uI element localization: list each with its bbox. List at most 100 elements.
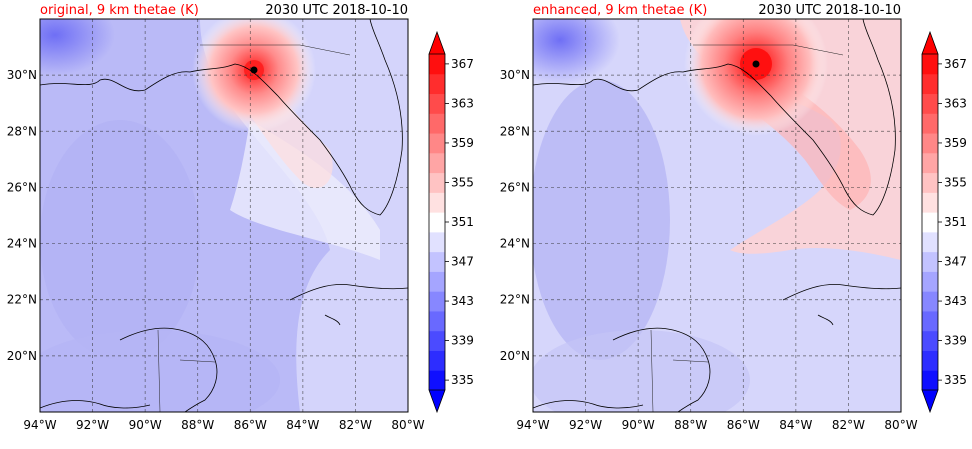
y-tick-label: 24°N <box>500 237 530 251</box>
y-tick-label: 30°N <box>7 68 37 82</box>
y-tick-label: 24°N <box>7 237 37 251</box>
panel-title-enhanced: enhanced, 9 km thetae (K) <box>533 3 707 18</box>
x-tick-label: 86°W <box>234 418 267 432</box>
colorbar-tick-label: 359 <box>944 136 967 150</box>
colorbar-segment <box>429 350 445 371</box>
y-tick-label: 20°N <box>500 349 530 363</box>
colorbar-segment <box>922 330 938 351</box>
y-tick-label: 30°N <box>500 68 530 82</box>
colorbar-segment <box>429 113 445 134</box>
colorbar-segment <box>922 350 938 371</box>
colorbar-extend-max <box>921 30 939 55</box>
colorbar-segment <box>922 212 938 233</box>
x-tick-labels-original: 94°W 92°W 90°W 88°W 86°W 84°W 82°W 80°W <box>23 418 424 432</box>
gridlines-enhanced <box>533 19 901 412</box>
x-tick-label: 86°W <box>727 418 760 432</box>
colorbar-segment <box>922 271 938 292</box>
colorbar-segment <box>922 133 938 154</box>
colorbar-segment <box>429 370 445 391</box>
colorbar-segment <box>429 54 445 75</box>
map-frame-enhanced <box>532 18 902 413</box>
panel-title-original: original, 9 km thetae (K) <box>40 3 199 18</box>
y-tick-labels-original: 20°N 22°N 24°N 26°N 28°N 30°N <box>7 68 37 363</box>
colorbar-segment <box>429 93 445 114</box>
x-tick-label: 88°W <box>674 418 707 432</box>
colorbar-tick-label: 355 <box>451 175 474 189</box>
colorbar-segment <box>922 54 938 75</box>
colorbar-tick-label: 343 <box>944 294 967 308</box>
thetae-field-enhanced <box>533 19 901 412</box>
colorbar-segment <box>429 271 445 292</box>
colorbar-tick-label: 367 <box>944 57 967 71</box>
colorbar-tick-label: 367 <box>451 57 474 71</box>
colorbar-segment <box>922 73 938 95</box>
colorbar-segment <box>429 231 445 253</box>
y-tick-label: 28°N <box>7 124 37 138</box>
colorbar-extend-min <box>921 389 939 414</box>
colorbar-tick-label: 355 <box>944 175 967 189</box>
colorbar-segment <box>429 133 445 154</box>
x-tick-label: 84°W <box>286 418 319 432</box>
colorbar-enhanced: 335 339 343 347 351 355 359 363 367 <box>921 30 967 414</box>
x-tick-labels-enhanced: 94°W 92°W 90°W 88°W 86°W 84°W 82°W 80°W <box>516 418 917 432</box>
y-tick-label: 26°N <box>500 180 530 194</box>
colorbar-segment <box>429 330 445 351</box>
panel-date-enhanced: 2030 UTC 2018-10-10 <box>758 3 901 18</box>
coastlines-original <box>40 19 408 412</box>
y-tick-labels-enhanced: 20°N 22°N 24°N 26°N 28°N 30°N <box>500 68 530 363</box>
colorbar-segment <box>922 113 938 134</box>
x-tick-label: 80°W <box>884 418 917 432</box>
x-tick-label: 88°W <box>181 418 214 432</box>
y-tick-label: 22°N <box>7 293 37 307</box>
x-tick-label: 92°W <box>76 418 109 432</box>
gridlines-original <box>40 19 408 412</box>
colorbar-segment <box>429 212 445 233</box>
colorbar-original: 335 339 343 347 351 355 359 363 367 <box>428 30 474 414</box>
x-tick-label: 84°W <box>779 418 812 432</box>
x-tick-label: 92°W <box>569 418 602 432</box>
coastlines-enhanced <box>533 19 901 412</box>
colorbar-segment <box>429 251 445 272</box>
colorbar-segment <box>429 310 445 332</box>
colorbar-segment <box>429 291 445 312</box>
colorbar-segment <box>922 231 938 253</box>
colorbar-segment <box>429 192 445 213</box>
colorbar-segment <box>922 152 938 174</box>
colorbar-segment <box>922 291 938 312</box>
colorbar-segment <box>922 310 938 332</box>
panel-date-original: 2030 UTC 2018-10-10 <box>265 3 408 18</box>
colorbar-tick-label: 351 <box>451 215 474 229</box>
colorbar-tick-label: 347 <box>944 255 967 269</box>
colorbar-tick-label: 339 <box>451 334 474 348</box>
colorbar-tick-label: 363 <box>944 96 967 110</box>
y-tick-label: 28°N <box>500 124 530 138</box>
storm-center-marker-original <box>250 66 258 74</box>
x-tick-label: 90°W <box>622 418 655 432</box>
colorbar-extend-min <box>428 389 446 414</box>
panel-original: original, 9 km thetae (K) 2030 UTC 2018-… <box>7 3 474 432</box>
colorbar-tick-label: 343 <box>451 294 474 308</box>
colorbar-extend-max <box>428 30 446 55</box>
colorbar-tick-label: 351 <box>944 215 967 229</box>
y-tick-label: 22°N <box>500 293 530 307</box>
colorbar-tick-label: 339 <box>944 334 967 348</box>
storm-center-marker-enhanced <box>752 60 760 68</box>
colorbar-segment <box>922 370 938 391</box>
colorbar-segment <box>922 251 938 272</box>
x-tick-label: 94°W <box>516 418 549 432</box>
x-tick-label: 82°W <box>339 418 372 432</box>
colorbar-segment <box>429 172 445 193</box>
colorbar-tick-label: 335 <box>451 373 474 387</box>
x-tick-label: 94°W <box>23 418 56 432</box>
colorbar-segment <box>429 73 445 95</box>
x-tick-label: 80°W <box>391 418 424 432</box>
x-tick-label: 82°W <box>832 418 865 432</box>
x-tick-label: 90°W <box>129 418 162 432</box>
y-tick-label: 20°N <box>7 349 37 363</box>
colorbar-segment <box>922 172 938 193</box>
colorbar-segment <box>922 93 938 114</box>
colorbar-tick-label: 335 <box>944 373 967 387</box>
thetae-field-original <box>40 19 408 412</box>
y-tick-label: 26°N <box>7 180 37 194</box>
